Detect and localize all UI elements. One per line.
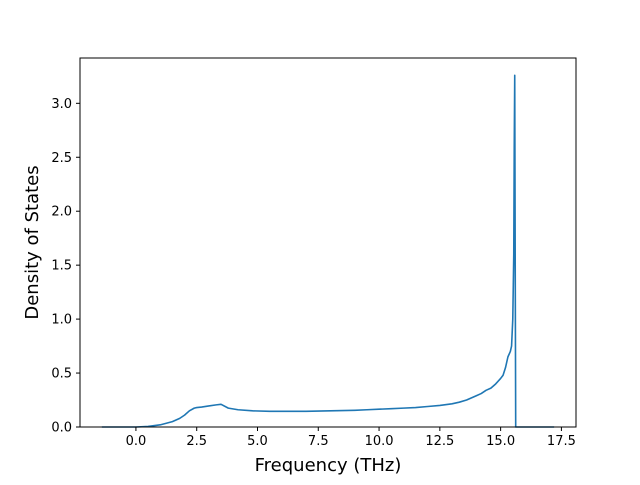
plot-frame (79, 57, 577, 428)
x-tick-label: 5.0 (247, 434, 268, 449)
y-tick-label: 1.0 (51, 313, 72, 328)
y-tick-label: 2.5 (51, 151, 72, 166)
x-tick-label: 10.0 (365, 434, 394, 449)
y-tick-label: 0.5 (51, 367, 72, 382)
y-tick-label: 0.0 (51, 421, 72, 436)
series-line-0 (101, 74, 555, 428)
y-axis-title: Density of States (22, 165, 43, 319)
x-tick-label: 0.0 (126, 434, 147, 449)
y-tick-label: 1.5 (51, 259, 72, 274)
y-tick-label: 3.0 (51, 97, 72, 112)
x-tick-label: 15.0 (486, 434, 515, 449)
plot-area (79, 57, 577, 428)
x-tick-label: 12.5 (425, 434, 454, 449)
x-tick-label: 2.5 (186, 434, 207, 449)
x-axis-title: Frequency (THz) (255, 455, 402, 476)
y-tick-label: 2.0 (51, 205, 72, 220)
x-tick-label: 17.5 (547, 434, 576, 449)
x-tick-label: 7.5 (308, 434, 329, 449)
y-axis-ticks: 0.0 0.5 1.0 1.5 2.0 2.5 3.0 (51, 97, 80, 436)
x-axis-ticks: 0.0 2.5 5.0 7.5 10.0 12.5 15.0 17.5 (126, 427, 576, 449)
